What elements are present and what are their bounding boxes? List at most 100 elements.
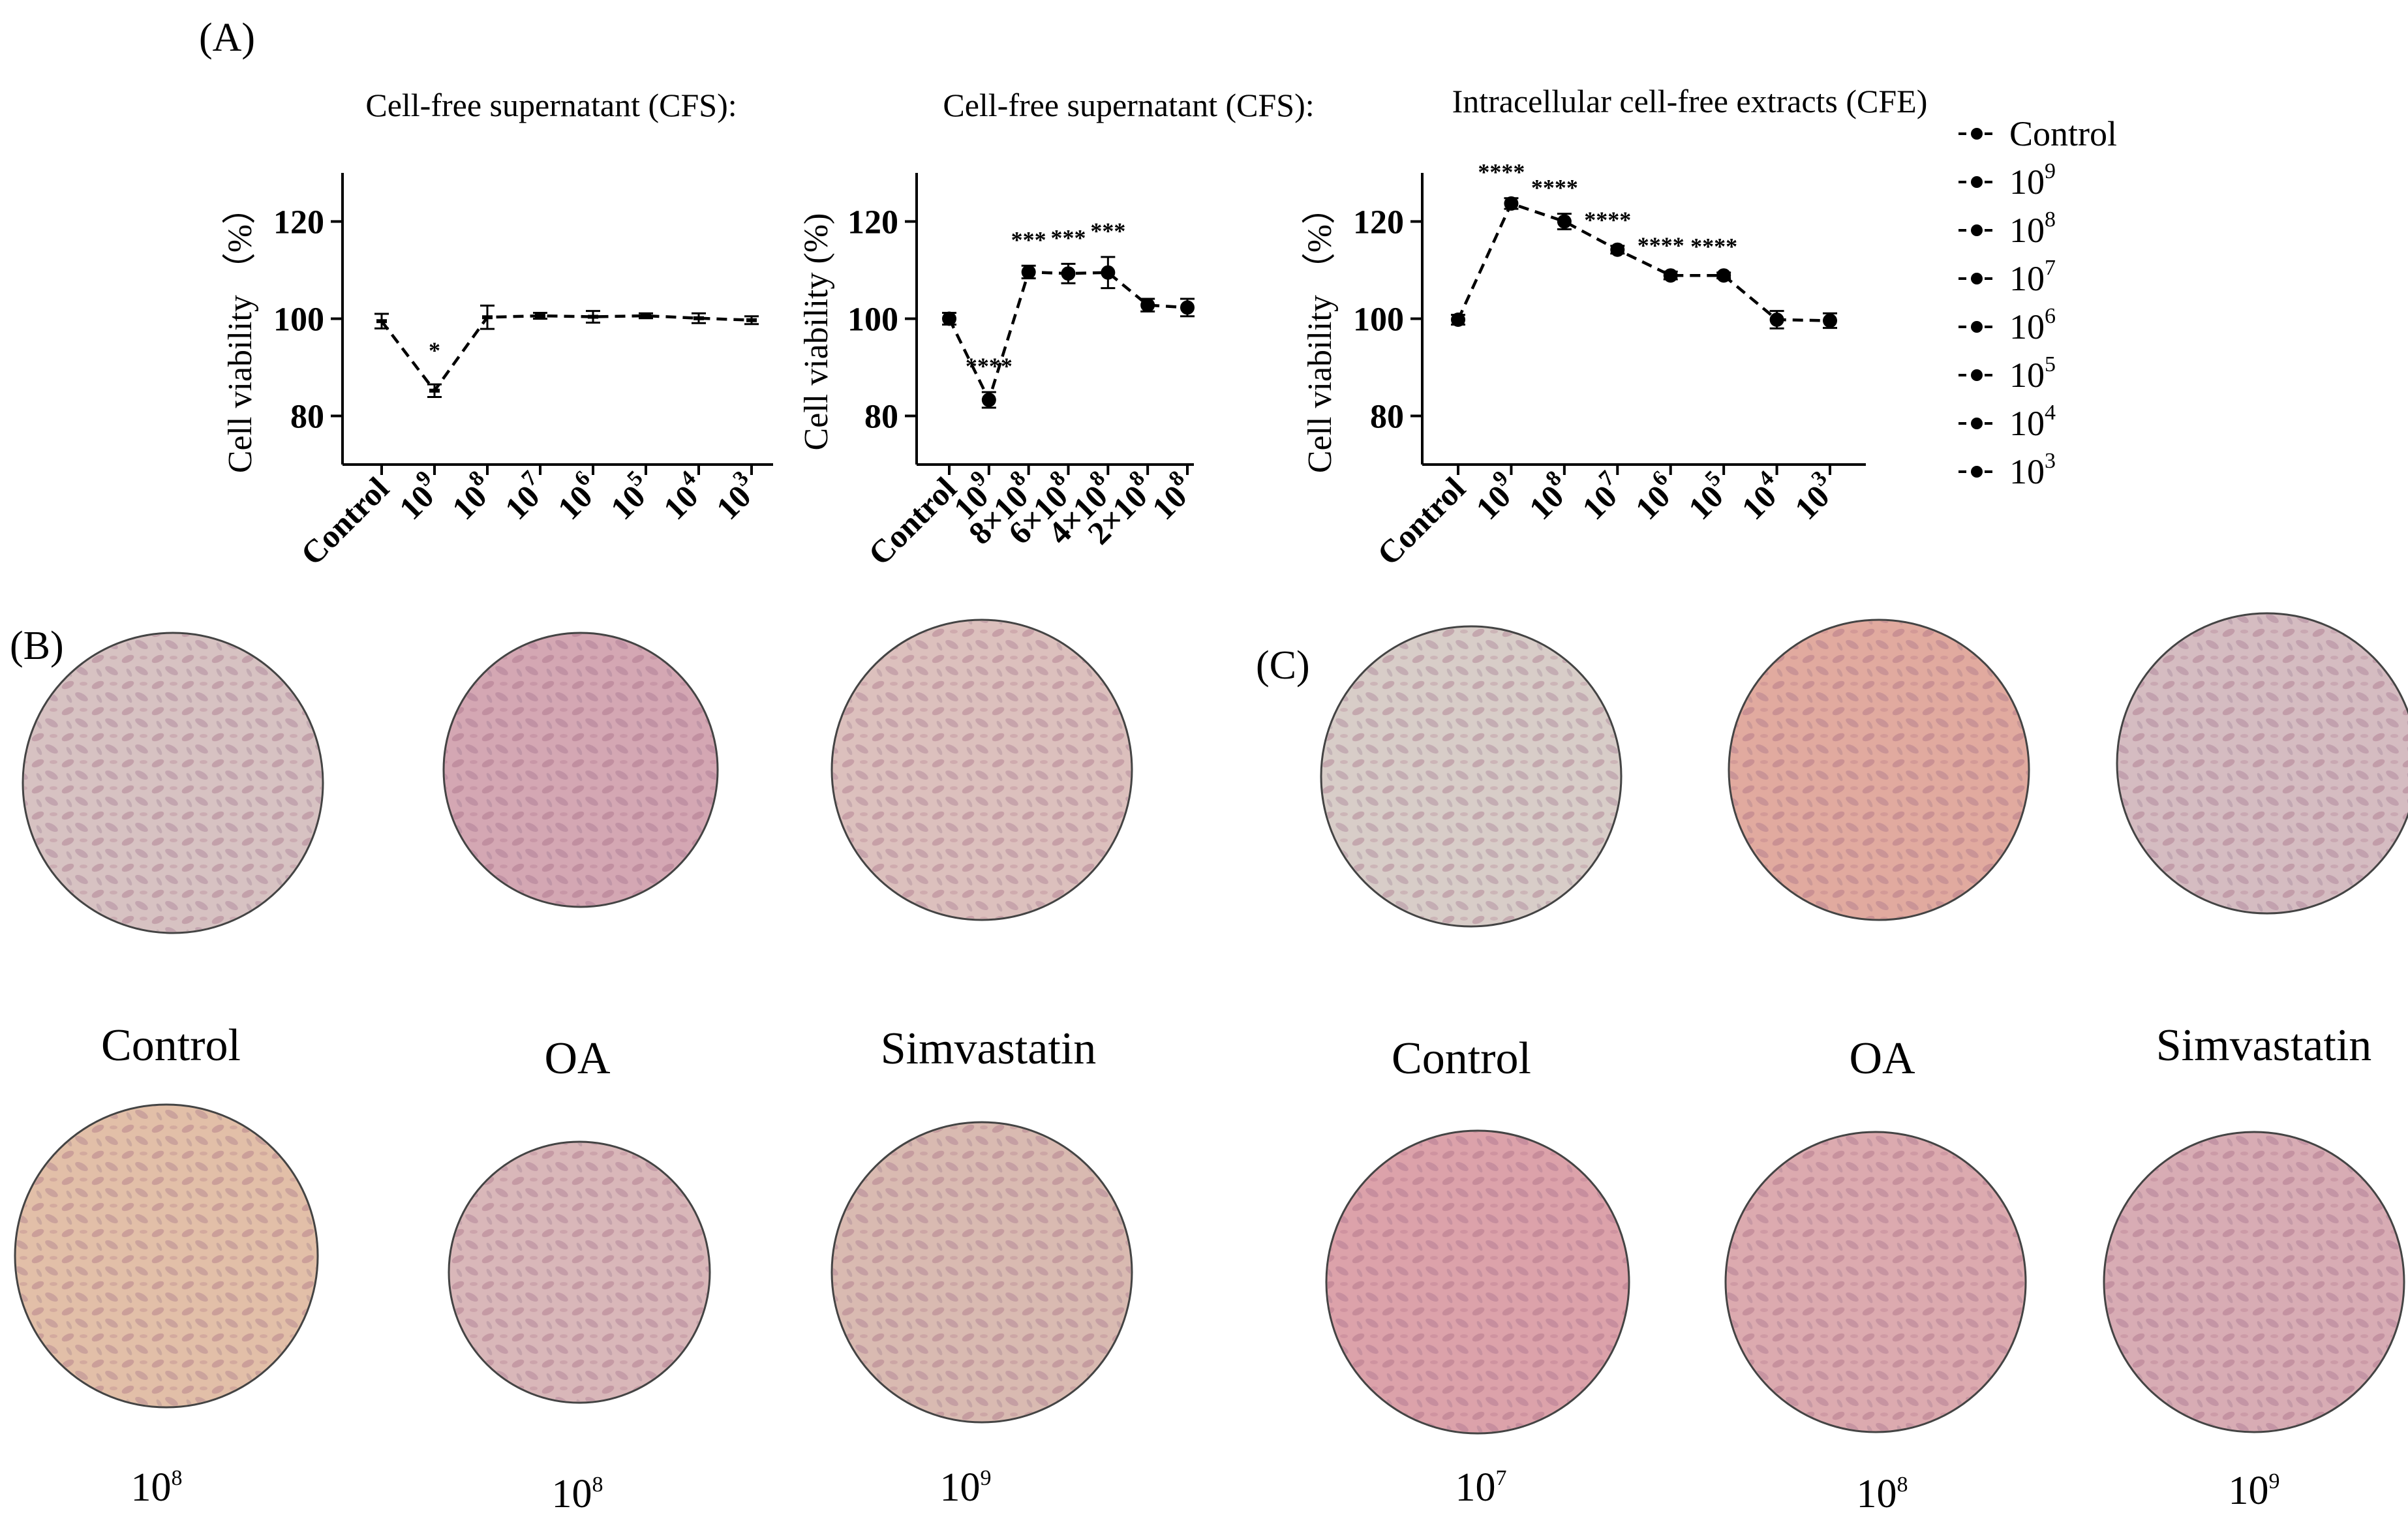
legend-entry: 109 [1958,159,2056,202]
x-tick-label: 106 [1624,466,1685,527]
legend-marker [1971,176,1983,188]
micrograph [448,1140,711,1404]
x-tick-label: 109 [1465,466,1526,527]
micrograph [1325,1129,1630,1435]
y-tick-label: 100 [273,301,324,339]
data-point [1716,268,1731,283]
micrograph-label: Control [1392,1033,1531,1084]
x-tick-label: 105 [1677,466,1738,527]
y-axis-label: Cell viability （%） [1302,191,1339,473]
micrograph-panel-b: Control OA Simvastatin 108 108 109 [14,619,1133,1516]
data-point [942,311,956,326]
micrograph-concentration-label: 108 [131,1465,183,1510]
x-tick-label: 108 [1518,466,1579,527]
data-point [376,319,387,324]
data-point [1021,264,1036,279]
micrograph [442,632,719,908]
micrograph [1728,619,2030,921]
micrograph [22,632,324,934]
panel-label-b: (B) [10,624,64,668]
x-tick-label: 107 [494,466,555,527]
micrograph [1724,1131,2027,1433]
micrograph-label: OA [544,1033,611,1084]
micrograph-panel-c: Control OA Simvastatin 107 108 109 [1320,612,2408,1516]
data-point [535,314,545,318]
legend-marker [1971,418,1983,429]
legend-label: 105 [2009,352,2056,395]
legend-marker [1971,321,1983,333]
data-point [1451,312,1465,327]
chart-cfs-dilution: Cell-free supernatant (CFS): Cell viabili… [798,87,1315,572]
data-point [482,315,493,320]
micrograph [14,1103,319,1409]
x-tick-label: Control [1370,470,1472,572]
y-tick-label: 80 [1370,399,1404,436]
micrograph-concentration-label: 109 [2229,1469,2280,1513]
legend-marker [1971,466,1983,478]
legend-marker [1971,128,1983,140]
micrograph [1320,625,1623,928]
x-tick-label: 105 [600,466,660,527]
chart-title: Cell-free supernatant (CFS): [365,87,737,123]
data-point [1140,298,1155,313]
y-tick-label: 120 [1353,204,1404,241]
legend-marker [1971,273,1983,284]
data-point [1180,300,1195,315]
micrograph-label: Simvastatin [881,1024,1097,1074]
data-point [1504,196,1519,211]
micrograph-label: Simvastatin [2156,1020,2372,1071]
legend-marker [1971,369,1983,381]
y-tick-label: 100 [847,301,898,339]
micrograph [831,1121,1133,1424]
legend-label: 104 [2009,401,2056,443]
data-point [1610,242,1625,257]
x-tick-label: 107 [1571,466,1632,527]
significance-label: *** [1011,226,1046,252]
data-point [1823,313,1837,328]
x-tick-label: Control [294,470,396,572]
micrograph [831,619,1133,921]
micrograph-concentration-label: 108 [1857,1472,1908,1516]
series-line [947,270,1188,404]
significance-label: **** [1690,234,1737,260]
y-tick-label: 120 [847,204,898,241]
significance-label: *** [1051,224,1086,251]
y-tick-label: 120 [273,204,324,241]
significance-label: * [429,337,440,363]
micrograph [2116,612,2408,915]
series-line [380,314,752,393]
data-point [429,388,440,393]
x-tick-label: 108 [441,466,502,527]
y-axis-label: Cell viability （%） [222,191,259,473]
chart-title: Intracellular cell-free extracts (CFE) [1452,83,1928,119]
micrograph [2103,1131,2405,1433]
y-tick-label: 80 [864,399,898,436]
legend-entry: 105 [1958,352,2056,395]
panel-label-a: (A) [199,16,255,60]
legend-entry: Control [1958,114,2117,153]
micrograph-concentration-label: 109 [940,1465,992,1510]
x-tick-label: 104 [652,466,713,527]
x-tick-label: 103 [705,466,766,527]
significance-label: *** [1090,218,1125,244]
y-tick-label: 100 [1353,301,1404,339]
significance-label: **** [966,353,1013,379]
data-point [746,318,757,322]
micrograph-label: OA [1849,1033,1915,1084]
significance-label: **** [1584,207,1631,233]
legend-marker [1971,224,1983,236]
micrograph-concentration-label: 107 [1455,1465,1507,1510]
data-point [693,316,704,320]
micrograph-label: Control [101,1020,241,1071]
y-axis-label: Cell viability (%) [798,213,835,451]
x-tick-label: 103 [1784,466,1844,527]
x-tick-label: 109 [388,466,449,527]
chart-cfe-concentration: Intracellular cell-free extracts (CFE) Ce… [1302,83,1927,572]
micrograph-concentration-label: 108 [552,1472,603,1516]
significance-label: **** [1531,175,1578,201]
legend-label: 106 [2009,304,2056,346]
data-point [1557,214,1572,229]
legend-label: 109 [2009,159,2056,202]
legend-entry: 104 [1958,401,2056,443]
